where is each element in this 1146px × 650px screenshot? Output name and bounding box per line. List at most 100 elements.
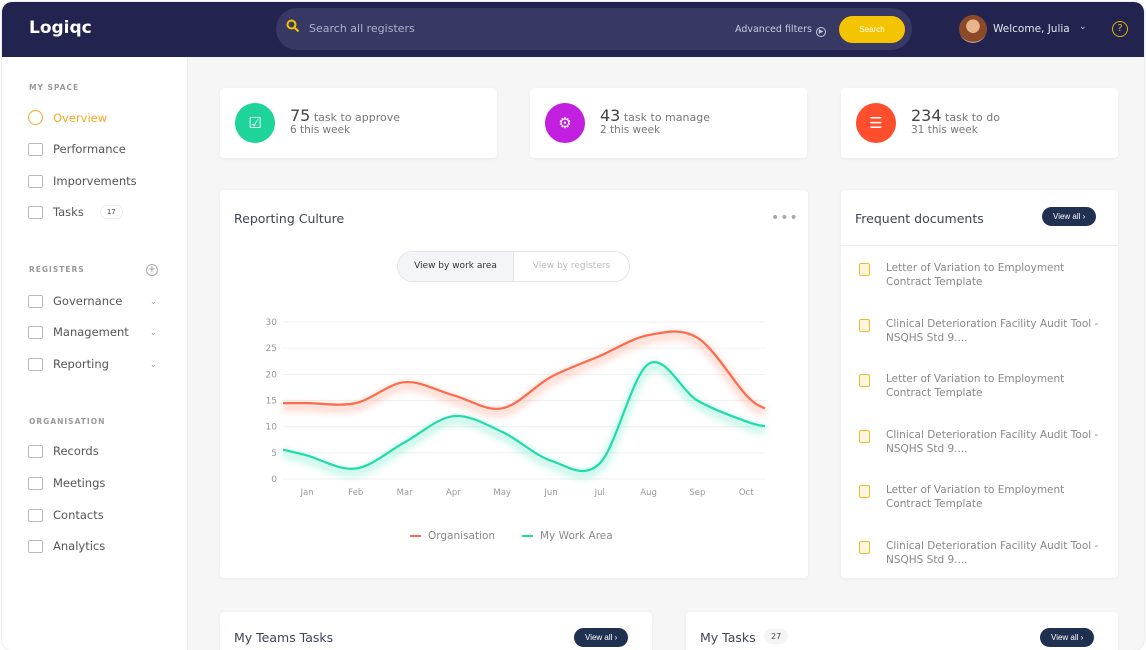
legend-swatch: [410, 535, 421, 537]
megaphone-icon: [28, 294, 43, 308]
sidebar-item-analytics[interactable]: Analytics: [28, 539, 105, 553]
y-tick-label: 15: [266, 397, 277, 407]
sidebar-item-governance[interactable]: Governance: [28, 294, 122, 308]
card-title: My Teams Tasks: [234, 630, 334, 645]
search-input[interactable]: Search all registers: [309, 22, 415, 35]
sidebar-item-meetings[interactable]: Meetings: [28, 476, 105, 490]
document-title: Clinical Deterioration Facility Audit To…: [886, 317, 1099, 344]
view-by-registers-tab[interactable]: View by registers: [532, 261, 611, 271]
sidebar-item-contacts[interactable]: Contacts: [28, 508, 104, 522]
x-tick-label: Feb: [348, 488, 363, 498]
document-item[interactable]: Clinical Deterioration Facility Audit To…: [859, 539, 1099, 567]
x-tick-label: May: [493, 488, 511, 498]
sidebar-item-label: Contacts: [53, 508, 104, 522]
sidebar-item-management[interactable]: Management: [28, 325, 129, 339]
gear-icon: ⚙: [545, 103, 585, 143]
sidebar-item-label: Meetings: [53, 476, 106, 490]
document-title: Clinical Deterioration Facility Audit To…: [886, 539, 1099, 566]
chevron-down-icon[interactable]: ⌄: [1079, 22, 1087, 32]
sidebar-item-tasks[interactable]: Tasks 17: [28, 205, 123, 219]
sidebar-item-label: Records: [53, 444, 99, 458]
card-title: Reporting Culture: [234, 211, 345, 226]
users-icon: [28, 325, 43, 339]
flag-icon: [28, 357, 43, 371]
calendar-check-icon: ☑: [235, 103, 275, 143]
section-registers: REGISTERS: [29, 265, 85, 274]
sidebar-item-label: Reporting: [53, 357, 109, 371]
sidebar-item-reporting[interactable]: Reporting: [28, 357, 109, 371]
view-all-button[interactable]: View all ›: [1042, 207, 1097, 226]
view-all-button[interactable]: View all ›: [574, 628, 629, 647]
welcome-text[interactable]: Welcome, Julia: [993, 23, 1070, 35]
stat-card-manage[interactable]: ⚙ 43 task to manage 2 this week: [530, 88, 807, 158]
y-tick-label: 25: [266, 344, 277, 354]
document-item[interactable]: Letter of Variation to Employment Contra…: [859, 483, 1099, 511]
document-item[interactable]: Letter of Variation to Employment Contra…: [859, 372, 1099, 400]
sidebar-item-label: Governance: [53, 294, 123, 308]
avatar[interactable]: [959, 15, 987, 43]
stat-label: task to approve: [313, 111, 401, 124]
sidebar-item-label: Tasks: [53, 205, 84, 219]
tasks-count-badge: 17: [99, 205, 123, 219]
sidebar-item-overview[interactable]: Overview: [28, 110, 107, 125]
top-bar: Logiqc Search all registers Advanced fil…: [2, 2, 1144, 57]
x-tick-label: Apr: [446, 488, 461, 498]
add-register-icon[interactable]: +: [146, 264, 158, 276]
advanced-filters-label: Advanced filters: [735, 24, 812, 35]
sidebar-item-records[interactable]: Records: [28, 444, 99, 458]
y-tick-label: 5: [271, 449, 277, 459]
x-tick-label: Mar: [397, 488, 414, 498]
stat-label: task to manage: [623, 111, 710, 124]
bar-chart-icon: [28, 539, 43, 553]
series-glow: [282, 332, 767, 416]
my-teams-tasks-card: My Teams Tasks View all ›: [220, 612, 652, 650]
list-icon: [28, 508, 43, 522]
document-title: Letter of Variation to Employment Contra…: [886, 262, 1065, 288]
help-icon[interactable]: ?: [1112, 21, 1128, 37]
chevron-down-icon[interactable]: ⌄: [150, 328, 157, 337]
document-item[interactable]: Clinical Deterioration Facility Audit To…: [859, 428, 1099, 456]
stat-card-approve[interactable]: ☑ 75 task to approve 6 this week: [220, 88, 497, 158]
chart-icon: [28, 142, 43, 156]
thumbs-up-icon: [28, 174, 43, 188]
y-tick-label: 30: [266, 318, 278, 328]
chevron-down-icon[interactable]: ⌄: [150, 360, 157, 369]
legend-organisation: Organisation: [410, 530, 495, 542]
more-options-icon[interactable]: •••: [771, 210, 799, 226]
book-icon: [28, 444, 43, 458]
y-tick-label: 20: [266, 370, 278, 380]
logo: Logiqc: [29, 18, 92, 38]
search-bar[interactable]: Search all registers Advanced filters ▶ S…: [276, 8, 912, 50]
pdf-file-icon: [859, 374, 870, 387]
section-organisation: ORGANISATION: [29, 417, 106, 426]
checkbox-icon: [28, 205, 43, 219]
document-item[interactable]: Letter of Variation to Employment Contra…: [859, 261, 1099, 289]
sidebar-item-improvements[interactable]: Imporvements: [28, 174, 137, 188]
divider: [841, 245, 1118, 246]
x-tick-label: Jan: [299, 488, 313, 498]
view-toggle[interactable]: View by work area View by registers: [397, 251, 630, 282]
stat-sub: 31 this week: [911, 124, 978, 136]
sidebar-item-label: Imporvements: [53, 174, 137, 188]
my-tasks-card: My Tasks 27 View all ›: [686, 612, 1118, 650]
view-by-work-area-tab[interactable]: View by work area: [398, 252, 514, 281]
legend-label: My Work Area: [540, 530, 613, 542]
view-all-button[interactable]: View all ›: [1040, 628, 1095, 647]
document-item[interactable]: Clinical Deterioration Facility Audit To…: [859, 317, 1099, 345]
document-title: Letter of Variation to Employment Contra…: [886, 484, 1065, 510]
stat-card-todo[interactable]: ☰ 234 task to do 31 this week: [841, 88, 1118, 158]
card-title: Frequent documents: [855, 211, 984, 226]
advanced-filters-link[interactable]: Advanced filters ▶: [735, 24, 826, 37]
document-title: Letter of Variation to Employment Contra…: [886, 373, 1065, 399]
stat-label: task to do: [945, 111, 1000, 124]
y-tick-label: 0: [271, 475, 277, 485]
x-tick-label: Sep: [689, 488, 705, 498]
tasks-count-badge: 27: [764, 629, 789, 644]
pin-icon: [28, 476, 43, 490]
sidebar-item-performance[interactable]: Performance: [28, 142, 126, 156]
chevron-down-icon[interactable]: ⌄: [150, 297, 157, 306]
x-tick-label: Oct: [739, 488, 754, 498]
section-my-space: MY SPACE: [29, 83, 80, 92]
search-button[interactable]: Search: [839, 16, 905, 43]
